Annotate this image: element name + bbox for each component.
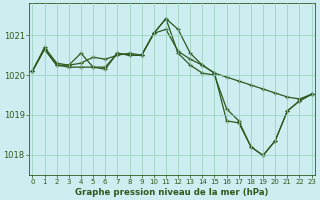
X-axis label: Graphe pression niveau de la mer (hPa): Graphe pression niveau de la mer (hPa) [75, 188, 269, 197]
